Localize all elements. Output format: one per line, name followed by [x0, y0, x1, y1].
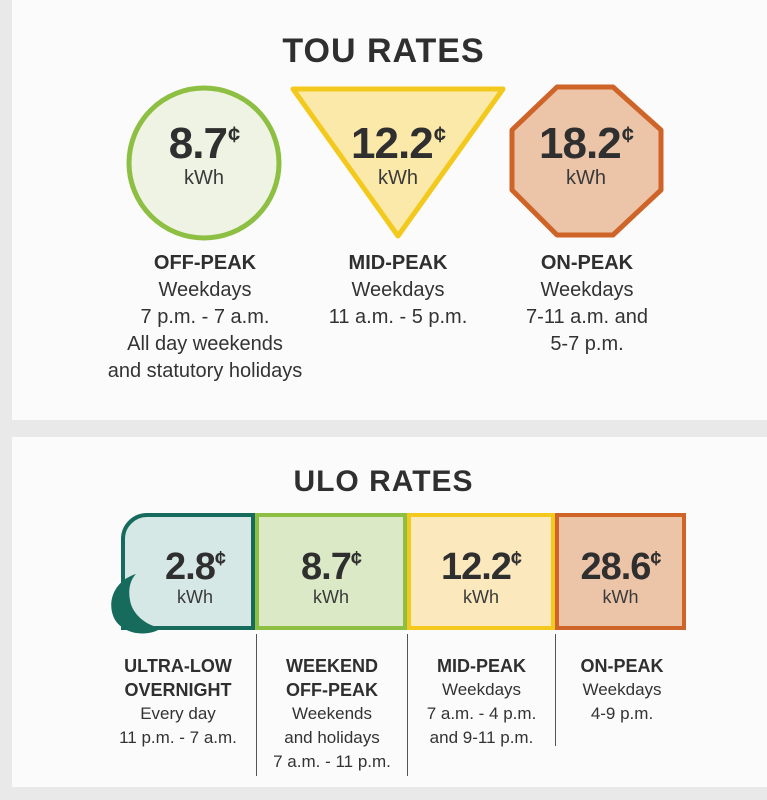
mid-peak-unit: kWh	[378, 167, 418, 189]
off-peak-price-block: 8.7¢ kWh	[129, 119, 279, 189]
ulo-mid-peak-line: and 9-11 p.m.	[429, 728, 534, 747]
on-peak-box	[555, 513, 686, 630]
ulo-title: ULO RATES	[293, 465, 474, 498]
off-peak-line: and statutory holidays	[107, 360, 303, 382]
on-peak-octagon	[509, 84, 664, 238]
weekend-off-peak-name: WEEKEND	[285, 656, 378, 676]
ultra-low-price-block: 2.8¢ kWh	[140, 548, 250, 606]
ulo-on-peak-line: Weekdays	[582, 680, 662, 699]
weekend-off-peak-box	[255, 513, 407, 630]
column-divider	[407, 634, 408, 776]
ulo-mid-peak-price: 12.2¢	[440, 546, 522, 588]
ultra-low-name: ULTRA-LOW	[124, 656, 232, 676]
on-peak-price: 18.2¢	[539, 119, 634, 168]
ulo-mid-peak-price-block: 12.2¢ kWh	[411, 548, 551, 606]
weekend-off-peak-line: and holidays	[284, 728, 380, 747]
ulo-on-peak-name: ON-PEAK	[580, 656, 664, 676]
tou-shapes	[126, 84, 664, 241]
ultra-low-box	[121, 513, 255, 630]
ultra-low-line: 11 p.m. - 7 a.m.	[119, 728, 237, 747]
ulo-on-peak-line: 4-9 p.m.	[590, 704, 654, 723]
off-peak-price: 8.7¢	[168, 119, 240, 168]
weekend-off-peak-label: WEEKEND OFF-PEAK Weekends and holidays 7…	[257, 654, 407, 774]
on-peak-line: 5-7 p.m.	[550, 333, 624, 355]
mid-peak-name: MID-PEAK	[348, 252, 448, 274]
ulo-on-peak-price-block: 28.6¢ kWh	[559, 548, 682, 606]
tou-title: TOU RATES	[282, 32, 485, 70]
mid-peak-box	[407, 513, 555, 630]
weekend-off-peak-line: Weekends	[291, 704, 372, 723]
off-peak-name: OFF-PEAK	[153, 252, 257, 274]
on-peak-unit: kWh	[566, 167, 606, 189]
ultra-low-line: Every day	[140, 704, 216, 723]
off-peak-circle	[126, 85, 282, 241]
mid-peak-line: Weekdays	[351, 279, 445, 301]
ulo-mid-peak-line: 7 a.m. - 4 p.m.	[426, 704, 537, 723]
ulo-mid-peak-line: Weekdays	[441, 680, 522, 699]
mid-peak-line: 11 a.m. - 5 p.m.	[328, 306, 468, 328]
off-peak-line: 7 p.m. - 7 a.m.	[140, 306, 270, 328]
ultra-low-name: OVERNIGHT	[124, 680, 232, 700]
on-peak-price-block: 18.2¢ kWh	[506, 119, 666, 189]
on-peak-label: ON-PEAK Weekdays 7-11 a.m. and 5-7 p.m.	[497, 250, 677, 358]
weekend-off-peak-line: 7 a.m. - 11 p.m.	[273, 752, 391, 771]
off-peak-unit: kWh	[184, 167, 224, 189]
off-peak-line: Weekdays	[158, 279, 252, 301]
mid-peak-triangle	[290, 86, 506, 239]
mid-peak-price: 12.2¢	[351, 119, 446, 168]
off-peak-label: OFF-PEAK Weekdays 7 p.m. - 7 a.m. All da…	[74, 250, 336, 385]
ultra-low-unit: kWh	[177, 587, 213, 607]
mid-peak-label: MID-PEAK Weekdays 11 a.m. - 5 p.m.	[298, 250, 498, 331]
ulo-on-peak-price: 28.6¢	[580, 546, 661, 588]
moon-icon	[111, 574, 162, 634]
ulo-mid-peak-unit: kWh	[463, 587, 499, 607]
weekend-off-peak-price-block: 8.7¢ kWh	[259, 548, 403, 606]
ultra-low-label: ULTRA-LOW OVERNIGHT Every day 11 p.m. - …	[100, 654, 256, 750]
weekend-off-peak-price: 8.7¢	[301, 546, 362, 588]
ultra-low-price: 2.8¢	[165, 546, 226, 588]
on-peak-line: 7-11 a.m. and	[526, 306, 648, 328]
ulo-on-peak-unit: kWh	[602, 587, 639, 607]
column-divider	[555, 634, 556, 746]
mid-peak-price-block: 12.2¢ kWh	[318, 119, 478, 189]
off-peak-line: All day weekends	[127, 333, 283, 355]
ulo-mid-peak-label: MID-PEAK Weekdays 7 a.m. - 4 p.m. and 9-…	[408, 654, 555, 750]
ulo-mid-peak-name: MID-PEAK	[437, 656, 526, 676]
on-peak-line: Weekdays	[540, 279, 634, 301]
on-peak-name: ON-PEAK	[540, 252, 634, 274]
weekend-off-peak-name: OFF-PEAK	[286, 680, 378, 700]
column-divider	[256, 634, 257, 776]
ulo-on-peak-label: ON-PEAK Weekdays 4-9 p.m.	[556, 654, 688, 726]
weekend-off-peak-unit: kWh	[313, 587, 349, 607]
